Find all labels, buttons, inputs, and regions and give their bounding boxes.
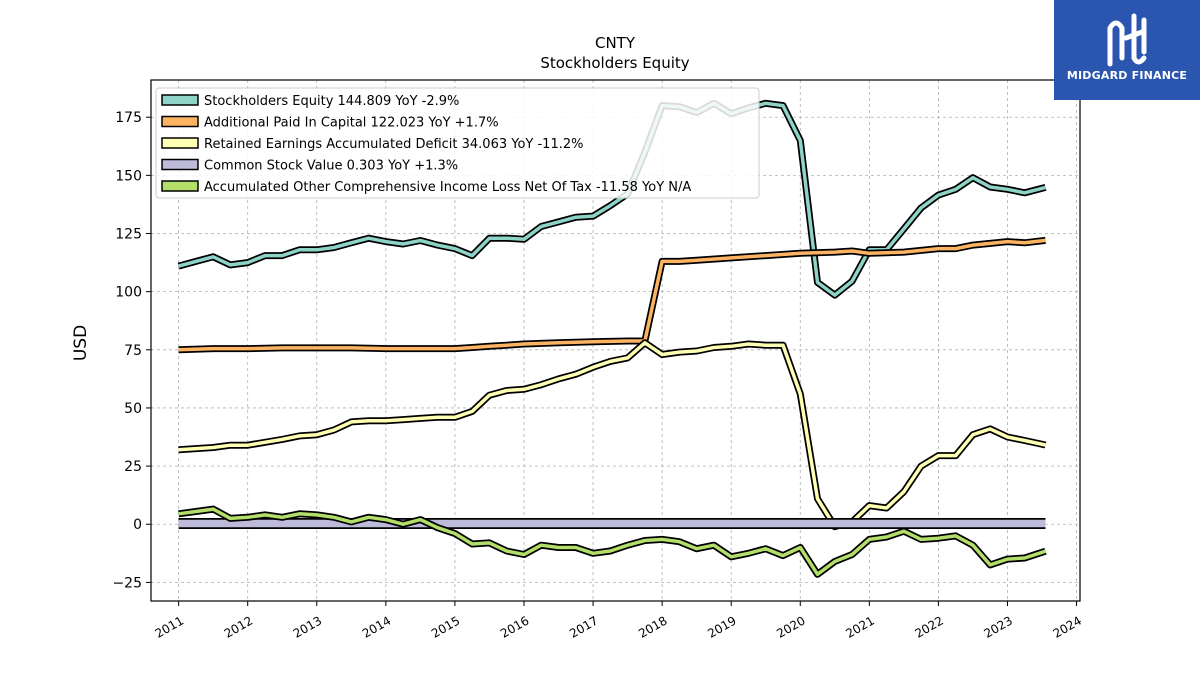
x-tick-label: 2024 (1051, 613, 1084, 640)
logo-text: MIDGARD FINANCE (1066, 69, 1188, 82)
x-tick-label: 2012 (222, 613, 255, 640)
x-tick-label: 2017 (567, 613, 600, 640)
y-tick-label: 25 (124, 459, 142, 475)
chart-title: CNTY (595, 34, 636, 52)
series-line-3 (178, 341, 1046, 529)
legend-box (155, 87, 760, 199)
y-tick-label: 175 (115, 110, 142, 126)
legend: Stockholders Equity 144.809 YoY -2.9% Add… (155, 87, 760, 199)
x-tick-label: 2019 (705, 613, 738, 640)
y-tick-label: 100 (115, 285, 142, 301)
x-tick-label: 2013 (291, 613, 324, 640)
series-outline-2 (178, 236, 1046, 354)
x-tick-label: 2020 (774, 613, 807, 640)
x-tick-label: 2016 (498, 613, 531, 640)
series-line-1 (178, 101, 1046, 297)
y-tick-label: 150 (115, 168, 142, 184)
y-tick-label: 50 (124, 401, 142, 417)
legend-swatch (161, 115, 199, 128)
logo-mark-icon (1107, 13, 1147, 67)
legend-swatch (161, 137, 199, 149)
x-tick-label: 2021 (843, 613, 876, 640)
legend-label: Common Stock Value 0.303 YoY +1.3% (204, 159, 458, 174)
y-tick-label: 75 (124, 343, 142, 359)
x-tick-label: 2015 (429, 613, 462, 640)
legend-swatch (161, 180, 199, 192)
series-line-2 (178, 238, 1046, 352)
legend-swatch (161, 94, 199, 106)
x-tick-label: 2011 (153, 613, 186, 640)
chart-subtitle: Stockholders Equity (540, 54, 689, 72)
legend-label: Additional Paid In Capital 122.023 YoY +… (204, 116, 499, 131)
brand-logo: MIDGARD FINANCE (1054, 0, 1200, 100)
plot-frame (150, 79, 1081, 602)
legend-label: Retained Earnings Accumulated Deficit 34… (204, 137, 583, 152)
y-axis-label: USD (71, 325, 91, 361)
legend-label: Accumulated Other Comprehensive Income L… (204, 180, 691, 195)
y-tick-label: −25 (112, 575, 142, 591)
series-layer (177, 99, 1047, 578)
y-tick-label: 125 (115, 227, 142, 243)
legend-label: Stockholders Equity 144.809 YoY -2.9% (204, 94, 459, 109)
y-tick-label: 0 (133, 517, 142, 533)
legend-swatch (161, 158, 199, 171)
x-tick-label: 2023 (982, 613, 1015, 640)
x-tick-label: 2022 (912, 613, 945, 640)
x-tick-label: 2014 (360, 613, 393, 640)
series-line-5 (178, 507, 1047, 577)
x-tick-label: 2018 (636, 613, 669, 640)
